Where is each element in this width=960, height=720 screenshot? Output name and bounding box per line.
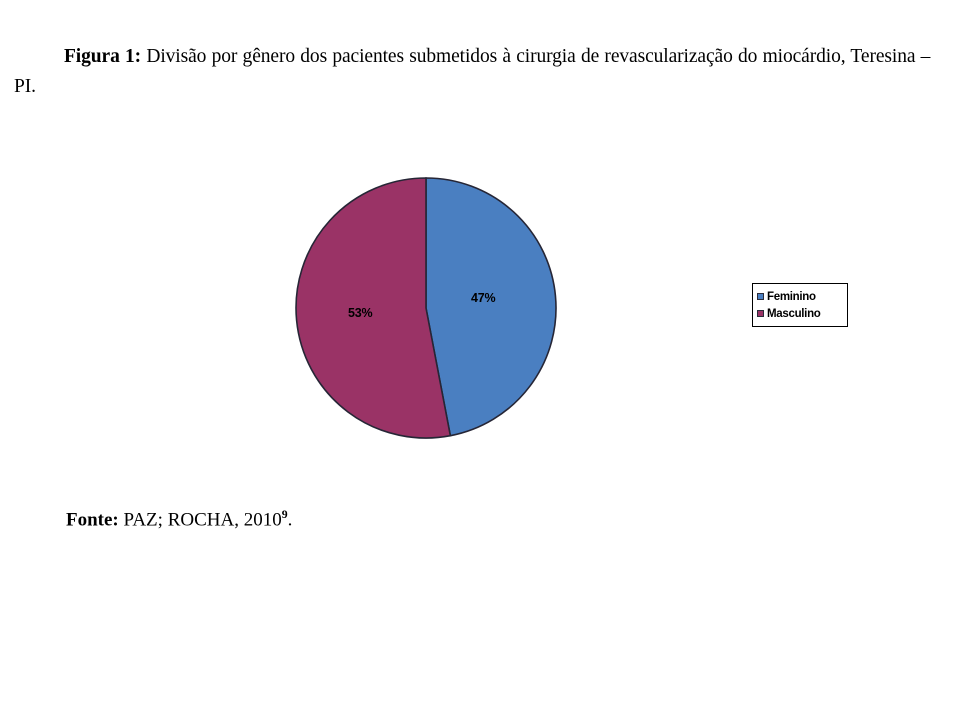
source-note-terminator: . — [287, 509, 293, 531]
source-note-superscript: 9 — [281, 508, 288, 521]
legend-swatch-masculino — [757, 310, 764, 317]
legend-item-masculino[interactable]: Masculino — [757, 305, 847, 322]
pie-slice-label-feminino: 47% — [471, 291, 496, 305]
figure-caption-text: Divisão por gênero dos pacientes submeti… — [14, 46, 931, 97]
pie-slice-masculino[interactable] — [295, 177, 452, 439]
legend-item-feminino[interactable]: Feminino — [757, 288, 847, 305]
source-note: Fonte: PAZ; ROCHA, 20109. — [66, 502, 292, 533]
pie-chart-graphic — [295, 177, 557, 439]
pie-slice-feminino[interactable] — [425, 177, 557, 437]
chart-legend: Feminino Masculino — [752, 283, 848, 327]
figure-caption: Figura 1: Divisão por gênero dos pacient… — [14, 42, 934, 102]
legend-label-feminino: Feminino — [767, 290, 816, 303]
source-note-label: Fonte: — [66, 509, 119, 531]
legend-label-masculino: Masculino — [767, 307, 821, 320]
pie-slice-label-masculino: 53% — [348, 306, 373, 320]
figure-caption-label: Figura 1: — [64, 46, 142, 67]
legend-swatch-feminino — [757, 293, 764, 300]
source-note-reference: PAZ; ROCHA, 2010 — [118, 509, 282, 531]
